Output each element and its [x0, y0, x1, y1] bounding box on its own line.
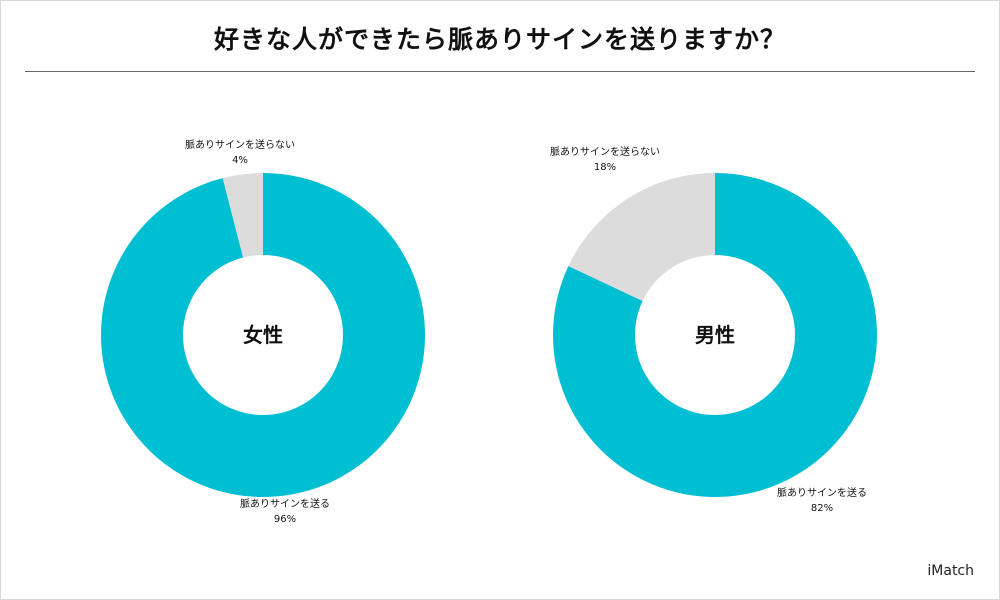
slice-category-label: 脈ありサインを送る [240, 497, 330, 510]
slice-category-label: 脈ありサインを送らない [185, 138, 295, 151]
slice-value-label: 18% [594, 162, 616, 173]
donut-center-label: 男性 [695, 323, 735, 347]
slice-category-label: 脈ありサインを送る [777, 486, 867, 499]
donut-center-label: 女性 [243, 323, 283, 347]
slice-send [100, 173, 425, 497]
slice-not-send [568, 173, 715, 301]
slice-send [553, 173, 878, 498]
title-divider [25, 71, 975, 72]
slice-not-send [222, 173, 263, 258]
brand-label: iMatch [927, 563, 974, 579]
slice-value-label: 4% [232, 155, 248, 166]
slice-value-label: 96% [274, 514, 296, 525]
page-title: 好きな人ができたら脈ありサインを送りますか？ [213, 25, 786, 54]
slice-value-label: 82% [811, 503, 833, 514]
slice-category-label: 脈ありサインを送らない [550, 145, 660, 158]
